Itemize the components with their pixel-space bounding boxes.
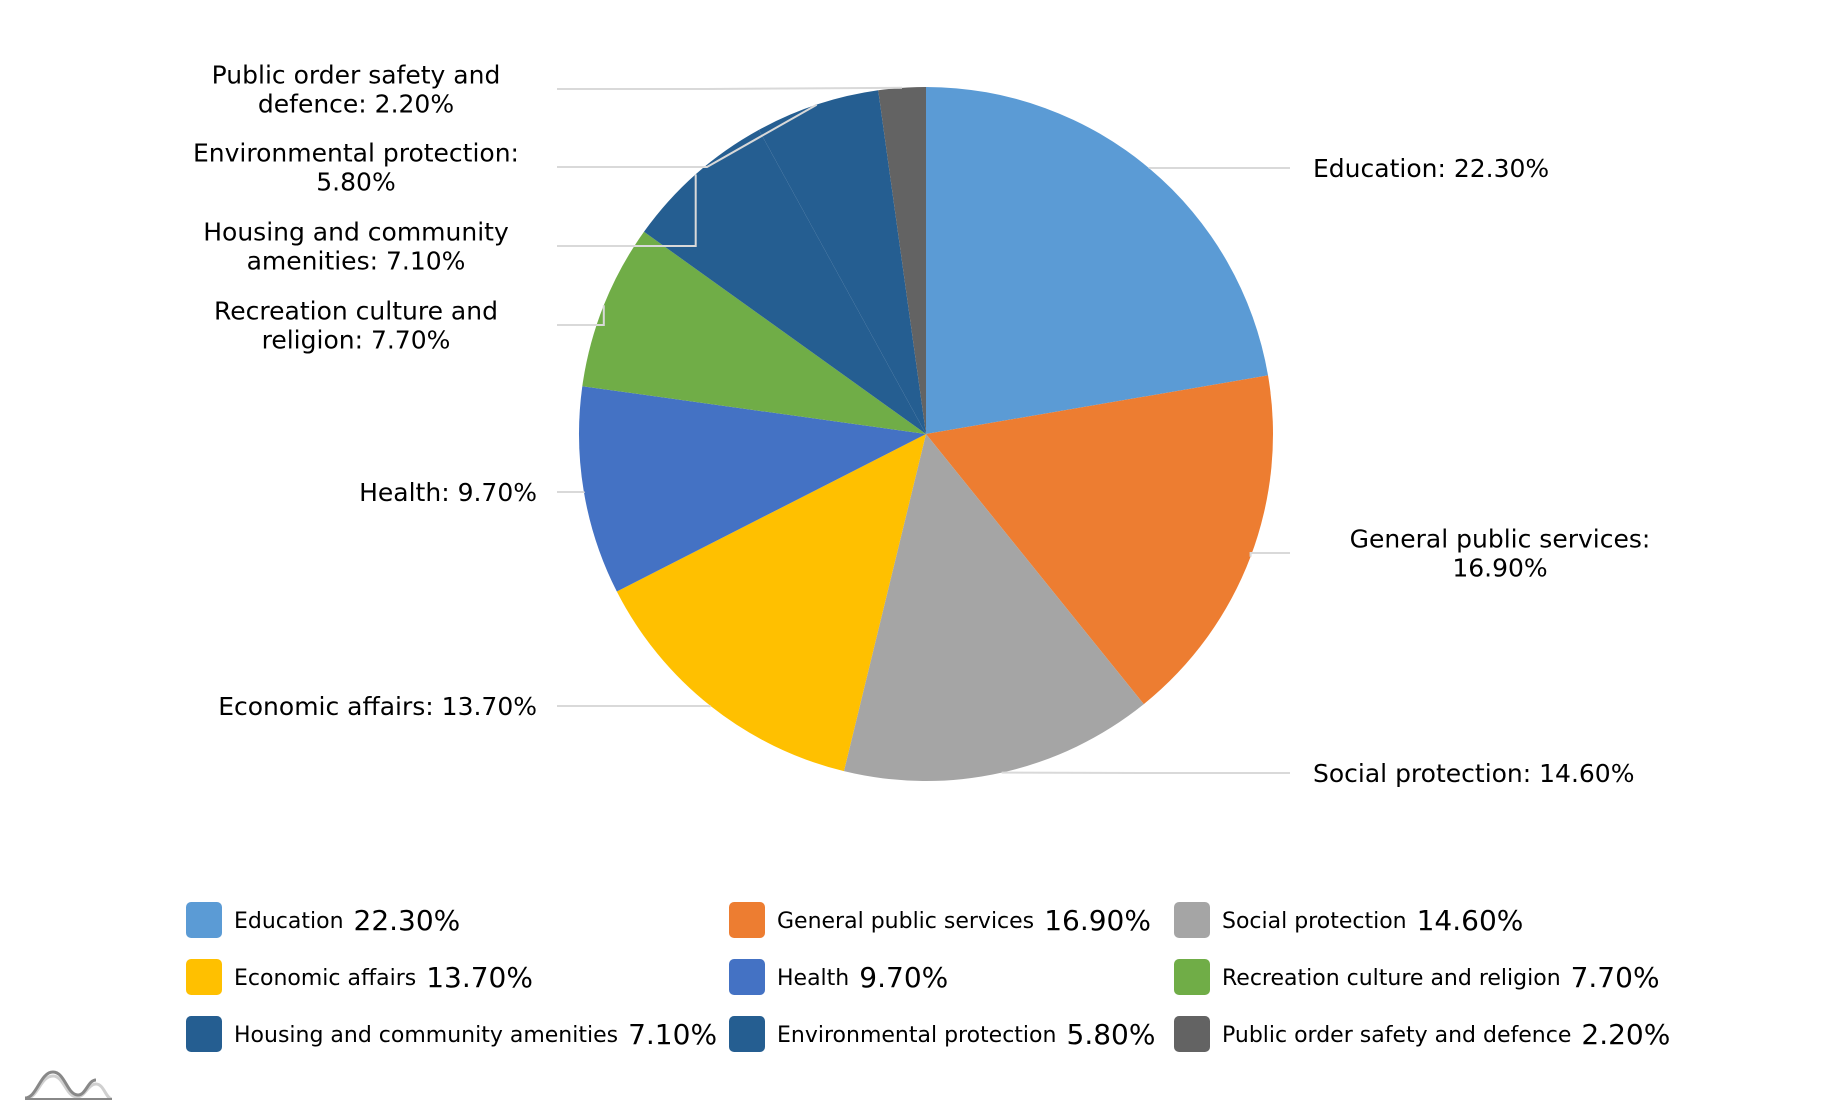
legend-swatch-environmental-protection	[729, 1016, 765, 1052]
legend-value-social-protection: 14.60%	[1417, 904, 1524, 937]
pie-slice-environmental-protection	[758, 90, 926, 434]
legend-label-public-order-safety-and-defence: Public order safety and defence	[1222, 1023, 1571, 1048]
legend-item-education: Education 22.30%	[186, 902, 460, 938]
pie-slice-general-public-services	[926, 375, 1274, 705]
legend-label-housing-and-community-amenities: Housing and community amenities	[234, 1023, 618, 1048]
legend-value-public-order-safety-and-defence: 2.20%	[1581, 1018, 1670, 1051]
pie-slice-public-order-safety-and-defence	[878, 87, 926, 434]
legend-swatch-public-order-safety-and-defence	[1174, 1016, 1210, 1052]
legend-label-health: Health	[777, 966, 849, 991]
logo-icon	[24, 1070, 113, 1100]
slice-label-education: Education: 22.30%	[1313, 154, 1549, 183]
leader-line-housing-and-community-amenities	[557, 174, 697, 247]
legend-swatch-social-protection	[1174, 902, 1210, 938]
pie-slice-social-protection	[843, 434, 1144, 782]
leader-line-general-public-services	[1249, 552, 1290, 557]
pie-slice-health	[579, 386, 926, 592]
legend-label-general-public-services: General public services	[777, 909, 1034, 934]
legend-label-recreation-culture-and-religion: Recreation culture and religion	[1222, 966, 1561, 991]
legend-item-recreation-culture-and-religion: Recreation culture and religion 7.70%	[1174, 959, 1660, 995]
legend-item-public-order-safety-and-defence: Public order safety and defence 2.20%	[1174, 1016, 1670, 1052]
legend-label-environmental-protection: Environmental protection	[777, 1023, 1056, 1048]
slice-labels: Education: 22.30% General public services…	[193, 61, 1650, 789]
slice-label-environmental-protection: Environmental protection: 5.80%	[193, 139, 519, 197]
slice-label-health: Health: 9.70%	[359, 478, 537, 507]
legend-item-social-protection: Social protection 14.60%	[1174, 902, 1523, 938]
legend-swatch-education	[186, 902, 222, 938]
slice-label-economic-affairs: Economic affairs: 13.70%	[218, 692, 537, 721]
leader-lines	[557, 86, 1290, 774]
legend-value-housing-and-community-amenities: 7.10%	[628, 1018, 717, 1051]
pie-slice-recreation-culture-and-religion	[582, 231, 926, 434]
legend-swatch-health	[729, 959, 765, 995]
legend-value-environmental-protection: 5.80%	[1067, 1018, 1156, 1051]
legend-item-housing-and-community-amenities: Housing and community amenities 7.10%	[186, 1016, 717, 1052]
leader-line-health	[557, 491, 585, 493]
slice-label-general-public-services: General public services: 16.90%	[1350, 525, 1651, 583]
pie-slice-education	[926, 87, 1269, 434]
legend-item-health: Health 9.70%	[729, 959, 948, 995]
legend-label-economic-affairs: Economic affairs	[234, 966, 416, 991]
leader-line-environmental-protection	[557, 103, 818, 168]
slice-label-social-protection: Social protection: 14.60%	[1313, 759, 1634, 788]
legend-swatch-recreation-culture-and-religion	[1174, 959, 1210, 995]
legend-label-education: Education	[234, 909, 344, 934]
legend-value-general-public-services: 16.90%	[1044, 904, 1151, 937]
legend-item-general-public-services: General public services 16.90%	[729, 902, 1151, 938]
legend-item-economic-affairs: Economic affairs 13.70%	[186, 959, 533, 995]
legend: Education 22.30% General public services 16…	[186, 902, 1670, 1052]
legend-item-environmental-protection: Environmental protection 5.80%	[729, 1016, 1155, 1052]
legend-swatch-economic-affairs	[186, 959, 222, 995]
legend-value-recreation-culture-and-religion: 7.70%	[1571, 961, 1660, 994]
legend-label-social-protection: Social protection	[1222, 909, 1407, 934]
pie-slice-economic-affairs	[616, 434, 926, 772]
legend-value-health: 9.70%	[859, 961, 948, 994]
leader-line-recreation-culture-and-religion	[557, 305, 605, 326]
legend-swatch-general-public-services	[729, 902, 765, 938]
slice-label-public-order-safety-and-defence: Public order safety and defence: 2.20%	[212, 61, 501, 119]
legend-swatch-housing-and-community-amenities	[186, 1016, 222, 1052]
legend-value-education: 22.30%	[354, 904, 461, 937]
pie-slice-housing-and-community-amenities	[644, 129, 926, 435]
leader-line-education	[1148, 167, 1290, 169]
pie-slices	[579, 87, 1274, 782]
slice-label-recreation-culture-and-religion: Recreation culture and religion: 7.70%	[214, 297, 498, 355]
leader-line-public-order-safety-and-defence	[557, 86, 903, 90]
legend-value-economic-affairs: 13.70%	[426, 961, 533, 994]
slice-label-housing-and-community-amenities: Housing and community amenities: 7.10%	[203, 218, 509, 276]
